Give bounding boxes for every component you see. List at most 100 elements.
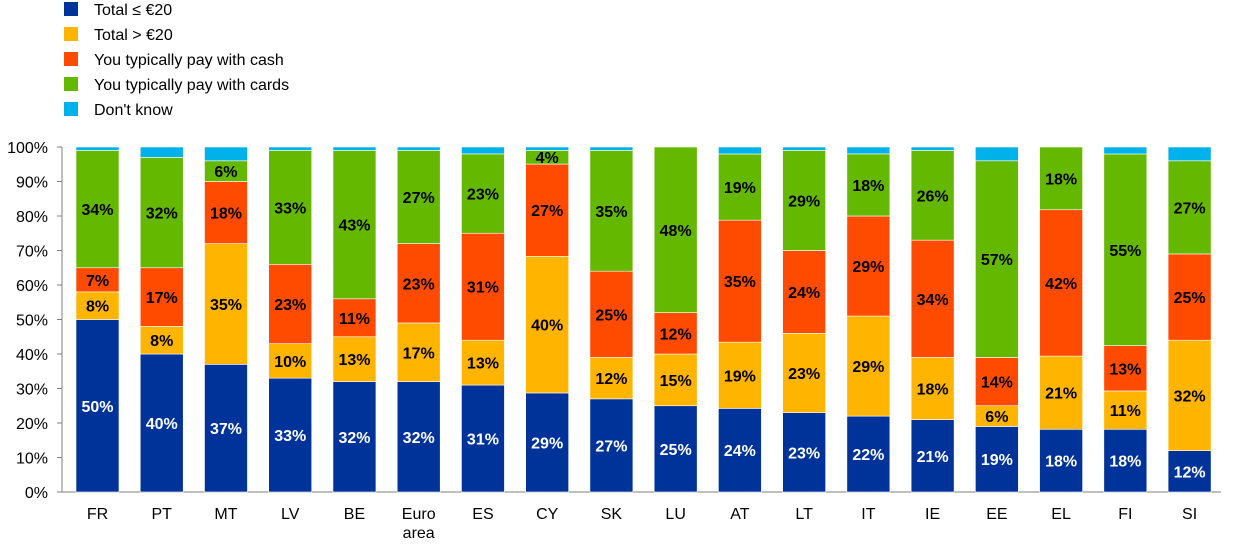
bar-segment bbox=[204, 364, 248, 493]
legend-label: You typically pay with cash bbox=[94, 52, 284, 69]
data-label: 23% bbox=[403, 276, 435, 293]
data-label: 18% bbox=[1045, 454, 1077, 471]
bar-segment bbox=[75, 291, 120, 320]
data-label: 29% bbox=[852, 359, 884, 376]
legend: Total ≤ €20 Total > €20 You typically pay … bbox=[64, 2, 289, 119]
bar-segment bbox=[396, 150, 441, 244]
data-label: 10% bbox=[274, 354, 306, 371]
y-tick-label: 70% bbox=[16, 244, 48, 261]
data-label: 23% bbox=[274, 297, 306, 314]
data-label: 35% bbox=[595, 204, 627, 221]
bar-segment bbox=[204, 146, 248, 162]
bar-segment bbox=[910, 146, 955, 151]
bar-segment bbox=[589, 357, 634, 400]
data-label: 25% bbox=[660, 442, 692, 459]
x-tick-label: SK bbox=[601, 506, 623, 523]
bar-segment bbox=[653, 405, 698, 493]
data-label: 17% bbox=[146, 290, 178, 307]
data-label: 57% bbox=[981, 252, 1013, 269]
bar-segment bbox=[1103, 146, 1148, 155]
legend-label: Total ≤ €20 bbox=[94, 2, 172, 19]
bar-segment bbox=[910, 357, 955, 420]
bar-segment bbox=[975, 357, 1019, 407]
bar-segment bbox=[461, 339, 505, 386]
data-label: 26% bbox=[917, 188, 949, 205]
data-label: 24% bbox=[724, 443, 756, 460]
data-label: 40% bbox=[531, 318, 563, 335]
data-label: 31% bbox=[467, 280, 499, 297]
bar-segment bbox=[75, 150, 120, 269]
legend-swatch bbox=[64, 77, 78, 91]
data-label: 18% bbox=[210, 206, 242, 223]
bar-segment bbox=[75, 319, 120, 493]
x-tick-label: PT bbox=[152, 506, 173, 523]
bar-segment bbox=[718, 341, 762, 409]
bar-segment bbox=[204, 243, 248, 365]
y-tick-label: 100% bbox=[7, 140, 48, 157]
bar-segment bbox=[846, 146, 891, 155]
y-tick-label: 60% bbox=[16, 278, 48, 295]
x-tick-label: CY bbox=[536, 506, 559, 523]
bar-segment bbox=[75, 267, 120, 293]
bar-segment bbox=[1039, 355, 1083, 430]
bar-segment bbox=[139, 353, 184, 493]
data-label: 29% bbox=[531, 435, 563, 452]
data-label: 25% bbox=[595, 307, 627, 324]
x-tick-label: IT bbox=[861, 506, 875, 523]
x-tick-label: EE bbox=[986, 506, 1007, 523]
bar-segment bbox=[461, 146, 505, 155]
bar-segment bbox=[268, 377, 313, 493]
data-label: 33% bbox=[274, 428, 306, 445]
data-label: 32% bbox=[1174, 388, 1206, 405]
x-tick-label: ES bbox=[472, 506, 493, 523]
bar-segment bbox=[718, 146, 762, 155]
data-label: 19% bbox=[981, 452, 1013, 469]
bar-segment bbox=[396, 243, 441, 324]
data-label: 14% bbox=[981, 375, 1013, 392]
data-label: 27% bbox=[403, 190, 435, 207]
data-label: 11% bbox=[339, 311, 370, 328]
data-label: 27% bbox=[1174, 200, 1206, 217]
data-label: 27% bbox=[531, 203, 563, 220]
bar-segment bbox=[718, 408, 762, 493]
data-label: 34% bbox=[917, 292, 949, 309]
data-label: 12% bbox=[660, 326, 692, 343]
data-label: 37% bbox=[210, 421, 242, 438]
y-tick-label: 80% bbox=[16, 209, 48, 226]
data-label: 25% bbox=[1174, 290, 1206, 307]
bar-segment bbox=[589, 146, 634, 151]
y-tick-label: 40% bbox=[16, 347, 48, 364]
bar-segment bbox=[782, 146, 826, 151]
x-tick-label: LT bbox=[795, 506, 813, 523]
bar-segment bbox=[1167, 450, 1212, 493]
legend-label: Don't know bbox=[94, 102, 173, 119]
bar-segment bbox=[332, 381, 377, 493]
bar-segment bbox=[1167, 339, 1212, 451]
bar-segment bbox=[396, 381, 441, 493]
y-tick-label: 30% bbox=[16, 382, 48, 399]
data-label: 6% bbox=[985, 409, 1008, 426]
data-label: 23% bbox=[467, 187, 499, 204]
data-label: 13% bbox=[1109, 361, 1141, 378]
bar-segment bbox=[782, 412, 826, 493]
data-label: 17% bbox=[403, 345, 435, 362]
x-tick-label: MT bbox=[214, 506, 237, 523]
data-label: 18% bbox=[917, 382, 949, 399]
x-tick-label: FR bbox=[87, 506, 108, 523]
data-label: 18% bbox=[1045, 171, 1077, 188]
bar-segment bbox=[589, 398, 634, 493]
bar-segment bbox=[846, 215, 891, 317]
data-label: 19% bbox=[724, 368, 756, 385]
data-label: 19% bbox=[724, 180, 756, 197]
bar-segment bbox=[975, 160, 1019, 358]
y-tick-label: 20% bbox=[16, 416, 48, 433]
data-label: 18% bbox=[852, 178, 884, 195]
bar-segment bbox=[718, 219, 762, 343]
bar-segment bbox=[1039, 209, 1083, 357]
bar-segment bbox=[846, 415, 891, 493]
bar-segment bbox=[525, 256, 569, 394]
bar-segment bbox=[975, 146, 1019, 162]
data-label: 32% bbox=[146, 206, 178, 223]
data-label: 43% bbox=[338, 218, 370, 235]
